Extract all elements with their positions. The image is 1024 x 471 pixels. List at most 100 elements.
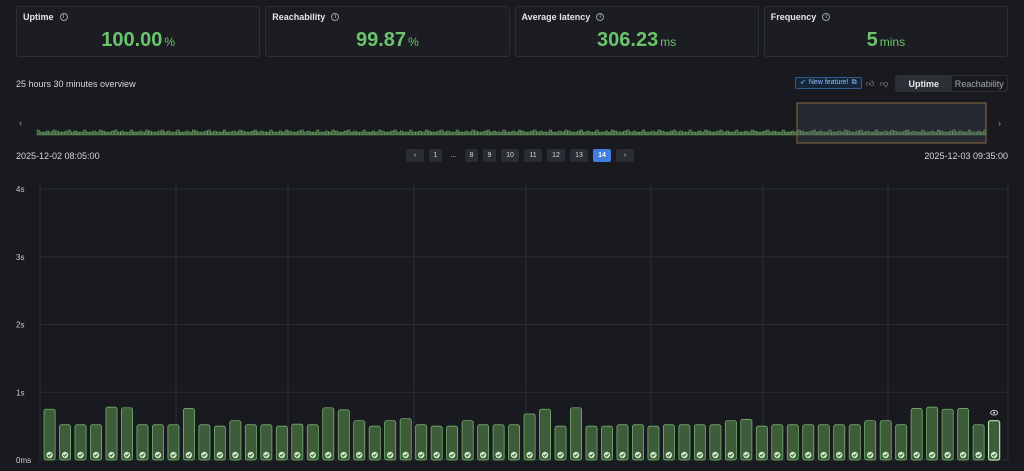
latency-bar[interactable] [90, 424, 102, 461]
latency-bar[interactable] [430, 425, 443, 461]
page-13-button[interactable]: 13 [570, 149, 588, 162]
latency-bar[interactable] [275, 425, 288, 461]
latency-bar[interactable] [306, 424, 319, 461]
overview-bar [207, 129, 211, 136]
overview-bar [136, 131, 140, 136]
latency-bar[interactable] [585, 425, 598, 461]
overview-bar [341, 131, 344, 136]
page-8-button[interactable]: 8 [465, 149, 478, 162]
latency-bar[interactable] [678, 424, 691, 461]
overview-bar [353, 130, 357, 136]
next-page-button[interactable]: › [616, 149, 634, 162]
check-mark [481, 453, 486, 458]
latency-bar[interactable] [817, 424, 830, 461]
latency-bar[interactable] [384, 420, 397, 461]
latency-bar[interactable] [415, 424, 428, 461]
page-10-button[interactable]: 10 [501, 149, 519, 162]
overview-bar [626, 129, 630, 136]
info-icon[interactable]: i [822, 13, 831, 21]
latency-bar[interactable] [152, 424, 164, 461]
latency-bar[interactable] [198, 424, 211, 461]
latency-bar[interactable] [508, 424, 521, 461]
latency-bar[interactable] [492, 424, 505, 461]
latency-bar[interactable] [59, 424, 71, 461]
latency-bar[interactable] [121, 407, 133, 461]
latency-bar[interactable] [972, 424, 985, 461]
latency-bar[interactable] [322, 407, 335, 461]
new-feature-badge[interactable]: ➶ New feature! ⧉ [795, 77, 862, 89]
latency-bar[interactable] [229, 420, 242, 461]
latency-bar[interactable] [632, 424, 644, 461]
latency-bar[interactable] [539, 408, 551, 461]
latency-bar[interactable] [213, 425, 226, 461]
latency-bar[interactable] [802, 424, 815, 461]
latency-bar[interactable] [105, 406, 118, 461]
eye-icon[interactable] [990, 409, 999, 416]
overview-prev-button[interactable]: ‹ [19, 118, 22, 128]
latency-bar[interactable] [554, 425, 567, 461]
latency-bar[interactable] [941, 408, 954, 461]
y-tick-label: 2s [16, 321, 24, 330]
latency-bar[interactable] [446, 425, 459, 461]
overview-bar [642, 129, 646, 136]
page-9-button[interactable]: 9 [483, 149, 496, 162]
overview-next-button[interactable]: › [998, 118, 1001, 128]
latency-bar[interactable] [601, 425, 613, 461]
latency-bar[interactable] [291, 423, 304, 461]
page-11-button[interactable]: 11 [524, 149, 542, 162]
latency-bar[interactable] [957, 408, 970, 461]
tab-uptime[interactable]: Uptime [896, 76, 952, 91]
thumbs-down-icon[interactable]: 👎︎ [880, 79, 889, 88]
latency-bar[interactable] [260, 424, 273, 461]
overview-bar [263, 131, 267, 136]
prev-page-button[interactable]: ‹ [406, 149, 424, 162]
latency-bar[interactable] [910, 408, 923, 461]
latency-bar[interactable] [724, 420, 737, 461]
latency-bar[interactable] [786, 424, 799, 461]
page-1-button[interactable]: 1 [429, 149, 442, 162]
overview-strip[interactable] [36, 101, 988, 145]
latency-bar[interactable] [693, 424, 706, 461]
page-12-button[interactable]: 12 [547, 149, 565, 162]
latency-bar[interactable] [895, 424, 908, 461]
overview-selection-window[interactable] [796, 102, 987, 144]
info-icon[interactable]: i [59, 13, 68, 21]
latency-bar[interactable] [771, 424, 784, 461]
latency-bar[interactable] [337, 409, 350, 461]
latency-bar[interactable] [740, 419, 753, 461]
tab-reachability[interactable]: Reachability [954, 78, 1004, 89]
latency-bar[interactable] [167, 424, 180, 461]
overview-bar [316, 129, 320, 136]
page-14-button[interactable]: 14 [593, 149, 611, 162]
info-icon[interactable]: i [596, 13, 605, 21]
latency-bar[interactable] [864, 420, 877, 461]
latency-bar[interactable] [647, 425, 660, 461]
latency-bar[interactable] [368, 425, 381, 461]
latency-bar[interactable] [848, 424, 861, 461]
pagination: ‹ 1 … 8 9 10 11 12 13 14 › [406, 149, 634, 162]
latency-bar[interactable] [833, 424, 846, 461]
latency-bar[interactable] [136, 424, 149, 461]
latency-bar[interactable] [987, 420, 1001, 461]
info-icon[interactable]: i [331, 13, 340, 21]
latency-bar[interactable] [523, 413, 536, 461]
overview-bar [530, 130, 534, 136]
latency-bar[interactable] [399, 418, 412, 461]
latency-bar[interactable] [616, 424, 629, 461]
latency-bar[interactable] [353, 420, 366, 461]
latency-bar[interactable] [879, 420, 892, 461]
latency-bar[interactable] [570, 407, 582, 461]
thumbs-up-icon[interactable]: 👍︎ [866, 79, 875, 88]
latency-bar[interactable] [926, 406, 939, 461]
latency-bar[interactable] [43, 408, 56, 461]
latency-bar[interactable] [74, 424, 87, 461]
latency-bar[interactable] [709, 424, 722, 461]
latency-bar[interactable] [755, 425, 768, 461]
latency-bar[interactable] [461, 420, 474, 461]
latency-bar[interactable] [662, 424, 675, 461]
overview-bar [285, 129, 289, 136]
latency-bar[interactable] [477, 424, 490, 461]
latency-bar[interactable] [183, 408, 195, 461]
overview-bar [347, 129, 351, 136]
latency-bar[interactable] [244, 424, 257, 461]
